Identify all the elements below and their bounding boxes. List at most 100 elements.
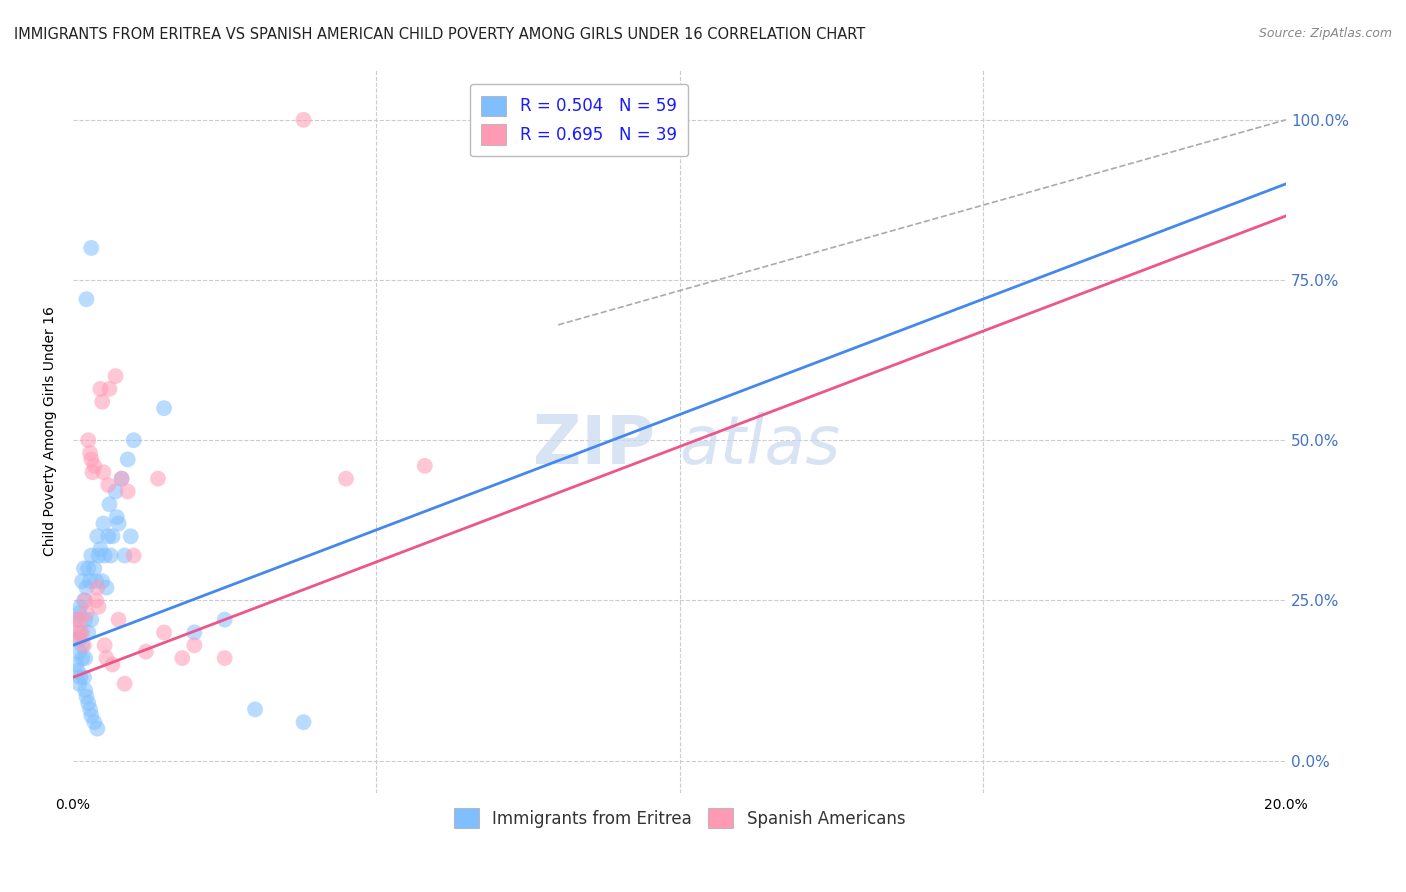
Point [73, 593, 96, 607]
Point [70, 651, 93, 665]
Point [70, 574, 93, 589]
Point [243, 702, 266, 716]
Point [73, 561, 96, 575]
Point [67, 645, 90, 659]
Point [91, 394, 114, 409]
Point [79, 574, 101, 589]
Point [65, 613, 87, 627]
Point [107, 516, 129, 531]
Point [86, 722, 108, 736]
Point [97, 529, 120, 543]
Point [153, 625, 176, 640]
Point [114, 549, 136, 563]
Point [104, 484, 127, 499]
Point [93, 465, 115, 479]
Point [153, 401, 176, 416]
Point [73, 638, 96, 652]
Point [80, 241, 103, 255]
Point [69, 613, 91, 627]
Point [66, 625, 89, 640]
Point [77, 696, 100, 710]
Point [86, 529, 108, 543]
Point [86, 581, 108, 595]
Point [146, 472, 169, 486]
Point [91, 574, 114, 589]
Point [79, 446, 101, 460]
Point [80, 613, 103, 627]
Y-axis label: Child Poverty Among Girls Under 16: Child Poverty Among Girls Under 16 [44, 306, 58, 556]
Point [413, 458, 436, 473]
Point [117, 484, 139, 499]
Point [172, 651, 194, 665]
Point [87, 599, 110, 614]
Point [69, 670, 91, 684]
Point [120, 529, 142, 543]
Point [75, 690, 97, 704]
Point [75, 683, 97, 698]
Point [98, 382, 121, 396]
Point [96, 581, 118, 595]
Point [183, 625, 205, 640]
Point [114, 676, 136, 690]
Point [77, 561, 100, 575]
Point [97, 478, 120, 492]
Point [73, 670, 96, 684]
Point [335, 472, 357, 486]
Point [65, 613, 87, 627]
Point [75, 606, 97, 620]
Text: atlas: atlas [679, 412, 841, 478]
Point [69, 625, 91, 640]
Point [67, 632, 90, 646]
Point [101, 529, 124, 543]
Point [80, 708, 103, 723]
Point [107, 613, 129, 627]
Point [104, 369, 127, 384]
Text: IMMIGRANTS FROM ERITREA VS SPANISH AMERICAN CHILD POVERTY AMONG GIRLS UNDER 16 C: IMMIGRANTS FROM ERITREA VS SPANISH AMERI… [14, 27, 865, 42]
Point [75, 581, 97, 595]
Point [93, 638, 115, 652]
Point [66, 632, 89, 646]
Point [65, 657, 87, 672]
Point [75, 651, 97, 665]
Point [110, 472, 132, 486]
Point [98, 497, 121, 511]
Point [79, 702, 101, 716]
Point [84, 593, 107, 607]
Point [122, 433, 145, 447]
Point [83, 561, 105, 575]
Point [82, 465, 104, 479]
Point [292, 112, 315, 127]
Point [83, 458, 105, 473]
Point [101, 657, 124, 672]
Point [84, 574, 107, 589]
Point [80, 452, 103, 467]
Legend: Immigrants from Eritrea, Spanish Americans: Immigrants from Eritrea, Spanish America… [447, 801, 912, 835]
Point [105, 510, 128, 524]
Point [70, 625, 93, 640]
Point [93, 516, 115, 531]
Point [83, 715, 105, 730]
Point [89, 382, 111, 396]
Point [93, 549, 115, 563]
Point [122, 549, 145, 563]
Point [117, 452, 139, 467]
Point [66, 664, 89, 678]
Point [80, 549, 103, 563]
Point [67, 676, 90, 690]
Point [135, 645, 157, 659]
Point [214, 613, 236, 627]
Point [75, 613, 97, 627]
Point [214, 651, 236, 665]
Point [96, 651, 118, 665]
Point [67, 606, 90, 620]
Point [77, 433, 100, 447]
Text: ZIP: ZIP [533, 412, 655, 478]
Text: Source: ZipAtlas.com: Source: ZipAtlas.com [1258, 27, 1392, 40]
Point [100, 549, 122, 563]
Point [77, 625, 100, 640]
Point [70, 638, 93, 652]
Point [292, 715, 315, 730]
Point [87, 549, 110, 563]
Point [89, 542, 111, 557]
Point [75, 593, 97, 607]
